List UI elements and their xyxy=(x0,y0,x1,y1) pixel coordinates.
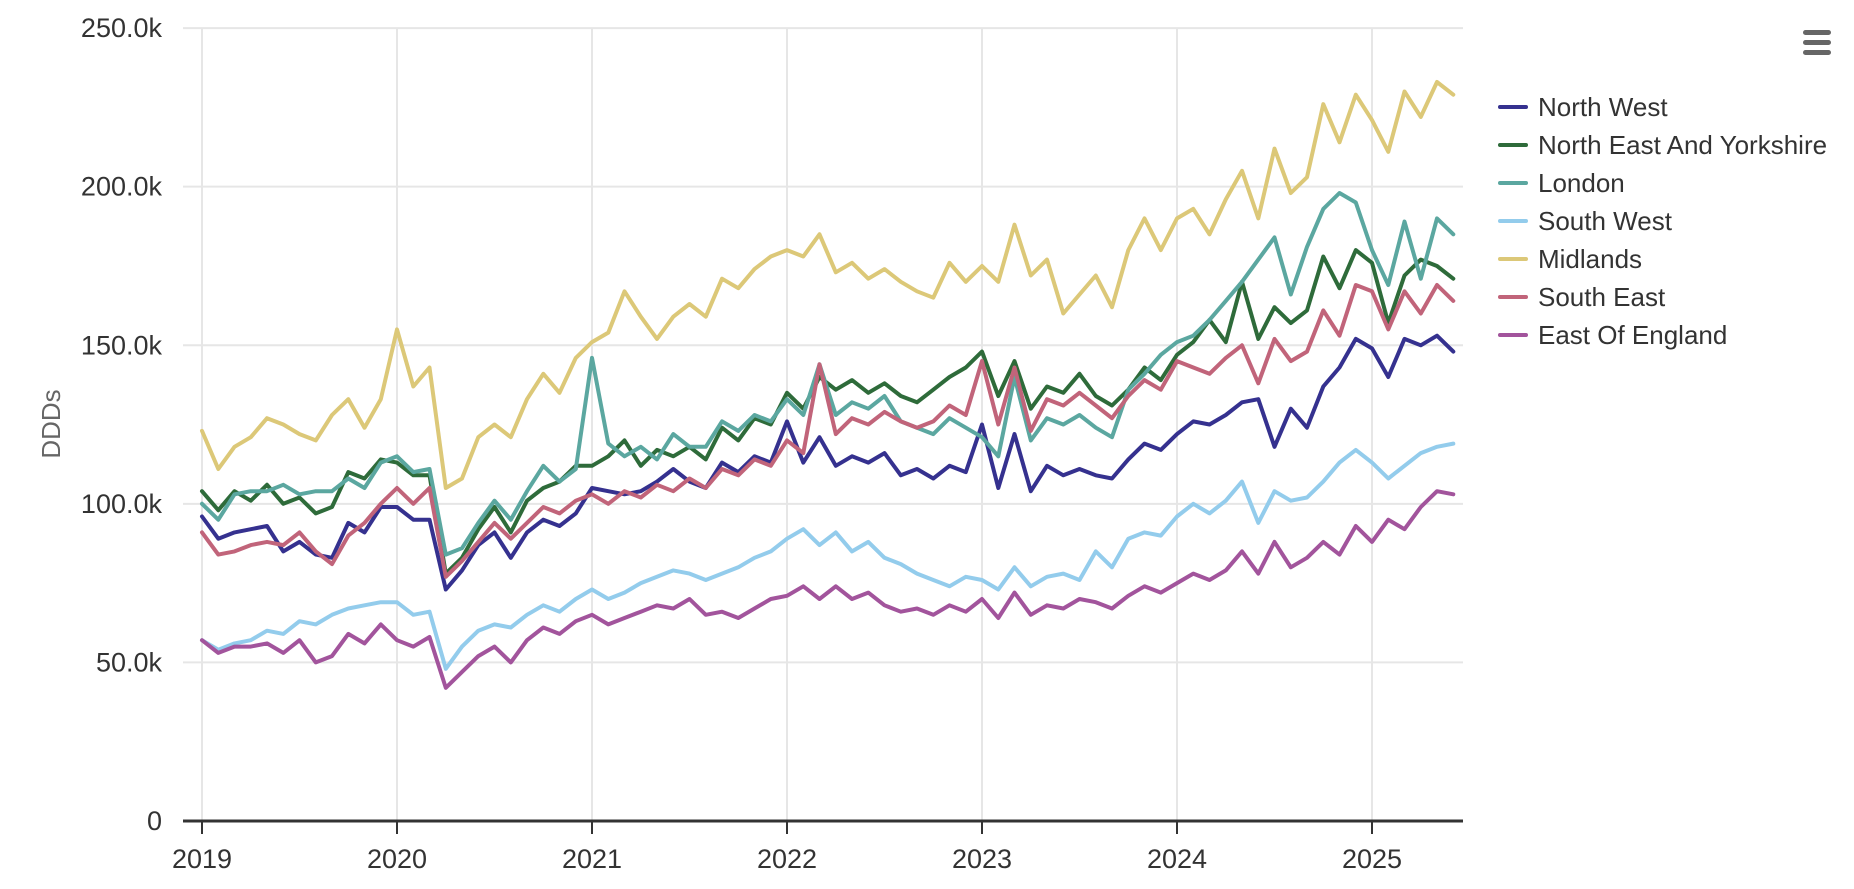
legend-label: Midlands xyxy=(1538,244,1643,274)
legend: North West North East And Yorkshire London… xyxy=(1498,88,1827,354)
legend-swatch-icon xyxy=(1498,257,1528,261)
hamburger-menu-icon xyxy=(1803,49,1831,55)
legend-label: North East And Yorkshire xyxy=(1538,130,1828,160)
series-line-east-of-england xyxy=(200,489,1456,690)
x-axis-tick-label: 2019 xyxy=(172,844,232,874)
y-axis-tick-label: 0 xyxy=(147,806,162,836)
series-line-north-west xyxy=(200,333,1456,592)
y-axis-tick-label: 200.0k xyxy=(81,172,163,202)
x-axis-tick-label: 2020 xyxy=(367,844,427,874)
series-line-north-east-and-yorkshire xyxy=(200,248,1456,576)
x-axis-tick-label: 2023 xyxy=(952,844,1012,874)
series-line-london xyxy=(200,191,1456,557)
legend-item-midlands[interactable]: Midlands xyxy=(1498,240,1827,278)
legend-swatch-icon xyxy=(1498,143,1528,147)
legend-swatch-icon xyxy=(1498,181,1528,185)
series-line-midlands xyxy=(200,80,1456,490)
y-axis-title: DDDs xyxy=(36,389,66,458)
legend-label: South West xyxy=(1538,206,1672,236)
x-axis-tick-label: 2022 xyxy=(757,844,817,874)
hamburger-menu-icon xyxy=(1803,29,1831,35)
chart-context-menu-button[interactable] xyxy=(1803,27,1835,57)
legend-label: London xyxy=(1538,168,1625,198)
hamburger-menu-icon xyxy=(1803,39,1831,45)
legend-item-east-of-england[interactable]: East Of England xyxy=(1498,316,1827,354)
y-axis-tick-label: 100.0k xyxy=(81,489,163,519)
legend-item-london[interactable]: London xyxy=(1498,164,1827,202)
legend-label: South East xyxy=(1538,282,1666,312)
x-axis-tick-label: 2021 xyxy=(562,844,622,874)
legend-item-north-east-and-yorkshire[interactable]: North East And Yorkshire xyxy=(1498,126,1827,164)
legend-swatch-icon xyxy=(1498,295,1528,299)
x-axis-tick-label: 2024 xyxy=(1147,844,1207,874)
legend-item-south-west[interactable]: South West xyxy=(1498,202,1827,240)
y-axis-tick-label: 50.0k xyxy=(96,647,163,677)
y-axis-tick-label: 250.0k xyxy=(81,13,163,43)
series-line-south-east xyxy=(200,283,1456,579)
legend-swatch-icon xyxy=(1498,219,1528,223)
legend-item-south-east[interactable]: South East xyxy=(1498,278,1827,316)
legend-item-north-west[interactable]: North West xyxy=(1498,88,1827,126)
legend-label: East Of England xyxy=(1538,320,1728,350)
legend-swatch-icon xyxy=(1498,333,1528,337)
legend-swatch-icon xyxy=(1498,105,1528,109)
legend-label: North West xyxy=(1538,92,1668,122)
series-line-south-west xyxy=(200,441,1456,671)
x-axis-tick-label: 2025 xyxy=(1342,844,1402,874)
y-axis-tick-label: 150.0k xyxy=(81,330,163,360)
